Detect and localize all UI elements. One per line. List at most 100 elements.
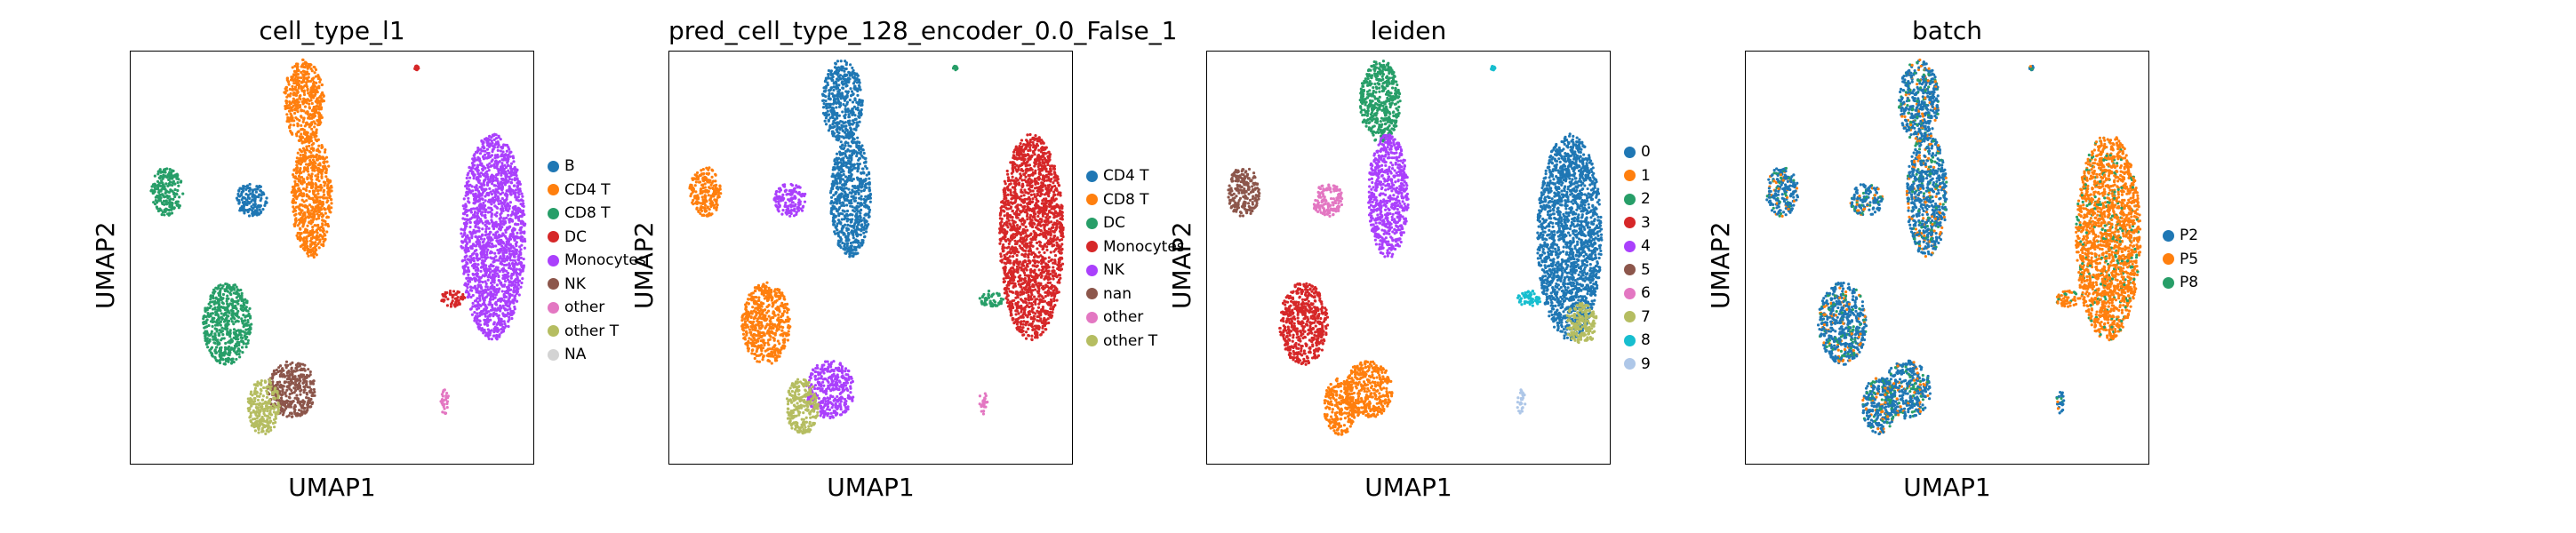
scatter-point (175, 193, 179, 196)
scatter-point (829, 86, 834, 90)
scatter-point (835, 106, 838, 109)
scatter-point (215, 330, 219, 333)
scatter-point (462, 272, 466, 275)
scatter-point (504, 276, 508, 280)
scatter-point (329, 211, 332, 214)
scatter-point (316, 223, 320, 227)
scatter-point (478, 175, 482, 179)
scatter-point (253, 211, 257, 214)
scatter-point (513, 237, 516, 242)
scatter-point (295, 163, 299, 167)
scatter-point (265, 428, 269, 432)
scatter-point (826, 109, 829, 113)
scatter-point (213, 333, 217, 338)
scatter-point (487, 227, 491, 230)
scatter-point (827, 68, 831, 73)
scatter-point (492, 292, 496, 297)
scatter-point (508, 201, 513, 204)
scatter-point (467, 276, 470, 280)
scatter-point (330, 202, 333, 205)
scatter-point (304, 216, 308, 219)
scatter-point (844, 124, 848, 128)
scatter-point (503, 163, 507, 167)
scatter-point (467, 295, 470, 298)
scatter-point (263, 380, 268, 384)
scatter-point (857, 78, 860, 82)
scatter-point (845, 93, 849, 98)
scatter-point (858, 120, 861, 123)
scatter-point (292, 173, 295, 177)
scatter-point (513, 184, 516, 187)
scatter-point (485, 140, 489, 145)
scatter-point (325, 178, 330, 181)
scatter-point (490, 163, 493, 168)
scatter-point (163, 185, 166, 188)
scatter-point (504, 204, 508, 208)
scatter-point (836, 92, 840, 96)
scatter-point (295, 411, 300, 415)
scatter-point (271, 387, 275, 391)
scatter-point (493, 296, 497, 299)
scatter-point (517, 188, 521, 192)
scatter-point (458, 302, 461, 306)
scatter-point (315, 201, 318, 204)
scatter-point (304, 187, 308, 192)
scatter-point (491, 149, 494, 154)
scatter-point (312, 250, 316, 253)
scatter-point (290, 372, 293, 377)
scatter-point (481, 172, 484, 177)
scatter-point (213, 327, 217, 330)
scatter-point (484, 223, 487, 227)
scatter-point (306, 177, 309, 180)
scatter-point (317, 115, 321, 118)
scatter-point (211, 307, 215, 311)
scatter-point (470, 236, 474, 240)
scatter-point (498, 335, 501, 338)
scatter-point (848, 98, 852, 102)
scatter-point (238, 355, 242, 359)
scatter-point (465, 225, 468, 228)
scatter-point (508, 307, 512, 311)
legend-label: NK (564, 274, 586, 293)
scatter-point (843, 115, 846, 118)
scatter-point (467, 282, 470, 286)
scatter-point (305, 76, 309, 80)
scatter-point (312, 193, 316, 196)
scatter-point (308, 244, 312, 249)
scatter-point (155, 205, 158, 209)
scatter-point (473, 316, 476, 320)
scatter-point (303, 244, 307, 249)
scatter-point (494, 255, 498, 259)
scatter-point (827, 129, 831, 132)
scatter-point (219, 320, 223, 323)
scatter-point (857, 84, 861, 88)
scatter-point (315, 234, 319, 237)
scatter-point (518, 250, 522, 253)
scatter-point (168, 183, 172, 187)
scatter-point (468, 209, 471, 212)
scatter-point (492, 314, 495, 318)
scatter-point (487, 303, 491, 306)
scatter-point (480, 186, 484, 189)
scatter-point (251, 214, 254, 218)
scatter-point (499, 247, 502, 251)
scatter-point (215, 311, 219, 314)
scatter-point (294, 220, 298, 224)
scatter-point (315, 81, 318, 84)
scatter-point (505, 143, 509, 147)
scatter-point (288, 125, 292, 129)
scatter-point (258, 205, 261, 209)
scatter-point (221, 302, 225, 306)
scatter-point (495, 154, 500, 157)
scatter-point (472, 193, 476, 196)
scatter-point (300, 138, 303, 141)
scatter-point (471, 232, 475, 235)
scatter-point (251, 193, 255, 196)
scatter-point (476, 267, 480, 271)
scatter-point (494, 301, 498, 305)
scatter-point (246, 314, 250, 317)
scatter-point (851, 100, 855, 104)
scatter-point (314, 138, 317, 141)
scatter-point (826, 81, 829, 84)
scatter-point (488, 314, 492, 318)
